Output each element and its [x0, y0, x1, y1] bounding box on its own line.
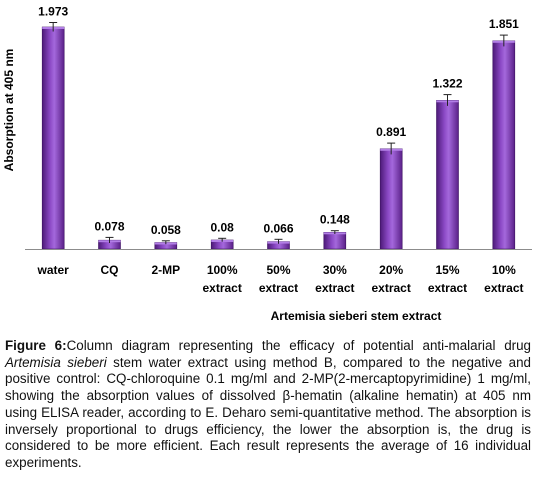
category-label: 15%	[435, 263, 459, 277]
x-axis-title: Artemisia sieberi stem extract	[271, 309, 442, 323]
bars-layer	[41, 22, 516, 250]
category-label: 100%	[207, 263, 238, 277]
category-label: 2-MP	[151, 263, 180, 277]
category-label: extract	[259, 281, 298, 295]
value-label: 1.973	[38, 5, 68, 19]
category-label: extract	[484, 281, 523, 295]
value-label: 0.891	[376, 125, 406, 139]
category-label: extract	[315, 281, 354, 295]
category-labels-layer: water CQ 2-MP 100% extract 50% extract 30% extra…	[36, 263, 523, 295]
bar	[492, 40, 516, 250]
bar-group	[323, 230, 347, 250]
category-label: extract	[371, 281, 410, 295]
caption-text-end: stem water extract using method B, compa…	[5, 354, 531, 470]
category-label: CQ	[101, 263, 119, 277]
value-labels-layer: 1.973 0.078 0.058 0.08 0.066 0.148 0.891 1.322 1…	[38, 5, 519, 237]
bar-group	[267, 238, 290, 250]
value-label: 0.058	[151, 223, 181, 237]
bar-group	[154, 240, 178, 250]
category-label: 30%	[323, 263, 347, 277]
value-label: 1.851	[489, 17, 519, 31]
caption-species-name: Artemisia sieberi	[5, 354, 107, 370]
value-label: 0.08	[210, 220, 234, 234]
bar	[323, 232, 347, 250]
category-label: 50%	[266, 263, 290, 277]
category-label: extract	[202, 281, 241, 295]
figure-caption: Figure 6:Column diagram representing the…	[5, 338, 531, 472]
chart: 1.973 0.078 0.058 0.08 0.066 0.148 0.891 1.322 1…	[2, 5, 532, 323]
bar-group	[436, 94, 459, 250]
bar-group	[492, 34, 516, 250]
category-label: 20%	[379, 263, 403, 277]
bar-group	[98, 236, 121, 250]
y-axis-title: Absorption at 405 nm	[2, 49, 16, 172]
value-label: 0.066	[263, 221, 293, 235]
bar	[41, 26, 65, 250]
category-label: extract	[428, 281, 467, 295]
value-label: 0.078	[94, 219, 124, 233]
bar-group	[41, 22, 65, 250]
value-label: 0.148	[320, 213, 350, 227]
bar	[379, 148, 403, 250]
bar	[436, 100, 459, 250]
category-label: water	[36, 263, 69, 277]
bar-chart-svg: 1.973 0.078 0.058 0.08 0.066 0.148 0.891 1.322 1…	[2, 5, 532, 323]
bar-group	[379, 142, 403, 250]
caption-text-start: Column diagram representing the efficacy…	[66, 338, 531, 353]
bar-group	[210, 237, 234, 250]
category-label: 10%	[492, 263, 516, 277]
value-label: 1.322	[432, 77, 462, 91]
caption-label: Figure 6:	[5, 338, 67, 353]
